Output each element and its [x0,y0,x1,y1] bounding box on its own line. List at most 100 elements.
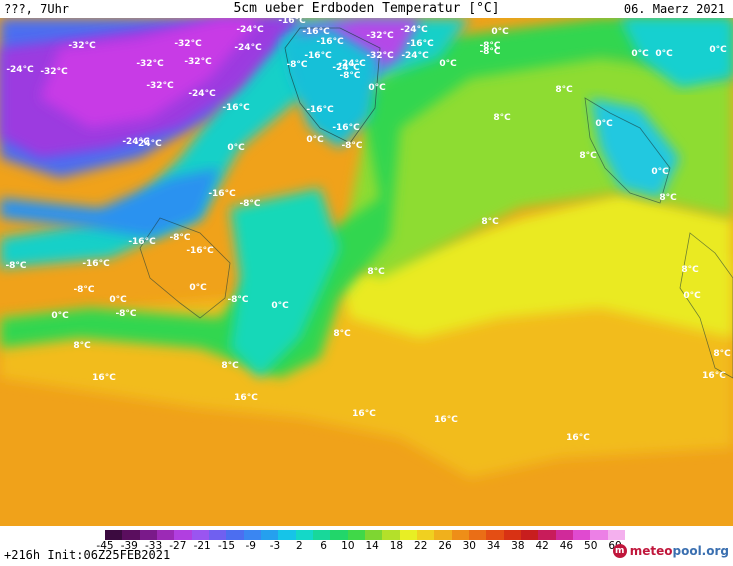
isotherm-label: -16°C [186,246,214,256]
field-magenta [40,18,260,128]
legend-swatch [330,530,348,540]
legend-swatch [295,530,313,540]
legend-swatch [174,530,192,540]
isotherm-label: 0°C [306,135,324,145]
isotherm-label: -8°C [341,141,362,151]
legend-swatch [399,530,417,540]
legend-swatch [434,530,452,540]
legend-swatch [486,530,504,540]
legend-tick: 10 [341,540,355,552]
brand-text: meteopool.org [629,544,729,558]
legend-swatch [208,530,227,540]
isotherm-label: 0°C [227,143,245,153]
legend-swatch [572,530,591,540]
field-teal-inland [230,188,340,378]
isotherm-label: 8°C [221,361,239,371]
coastline-labrador [139,217,231,319]
isotherm-label: 0°C [491,27,509,37]
isotherm-label: -32°C [366,31,394,41]
isotherm-label: 0°C [683,291,701,301]
isotherm-label: 0°C [271,301,289,311]
legend-swatch [451,530,469,540]
isotherm-label: -8°C [169,233,190,243]
legend-tick: 50 [584,540,598,552]
isotherm-label: 0°C [439,59,457,69]
legend-tick: -21 [193,540,211,552]
isotherm-label: -8°C [239,199,260,209]
legend-tick: -3 [269,540,281,552]
isotherm-label: 0°C [595,119,613,129]
isotherm-label: -24°C [400,25,428,35]
coastline-greenland [284,27,381,144]
isotherm-label: -8°C [5,261,26,271]
legend-swatch [226,530,244,540]
field-light-green [340,48,733,278]
isotherm-label: -8°C [479,41,500,51]
isotherm-label: -32°C [184,57,212,67]
isotherm-label: -32°C [174,39,202,49]
isotherm-label: -32°C [136,59,164,69]
isotherm-label: 16°C [434,415,458,425]
brand-logo[interactable]: m meteopool.org [612,544,729,558]
legend-tick: 18 [389,540,404,552]
legend-tick: 42 [535,540,549,552]
isotherm-label: 8°C [555,85,573,95]
legend-tick-labels: -45 -39 -33 -27 -21 -15 -9 -3 2 6 10 14 18 22 26 30 34 38… [96,540,625,554]
isotherm-label: 8°C [713,349,731,359]
isotherm-label: -32°C [146,81,174,91]
legend-swatch [243,530,261,540]
isotherm-label: 0°C [655,49,673,59]
isotherm-label: 8°C [73,341,91,351]
isotherm-label: -16°C [406,39,434,49]
legend-swatch [555,530,573,540]
isotherm-label: -16°C [306,105,334,115]
isotherm-label: -24°C [338,59,366,69]
isotherm-label: -16°C [332,123,360,133]
isotherm-label: 16°C [234,393,258,403]
field-greenland [280,28,380,148]
legend-swatch [382,530,400,540]
forecast-date: 06. Maerz 2021 [623,2,725,16]
field-scandinavia [590,98,680,198]
isotherm-label: 8°C [493,113,511,123]
isotherm-label: 0°C [189,283,207,293]
field-blue-west [0,168,220,238]
isotherm-label: -32°C [68,41,96,51]
isotherm-label: 8°C [333,329,351,339]
isotherm-label: -8°C [115,309,136,319]
isotherm-label: -24°C [332,63,360,73]
field-yellow [340,193,733,338]
legend-tick: 14 [365,540,379,552]
legend-tick: -9 [245,540,256,552]
legend-swatch [156,530,175,540]
isotherm-label: -24°C [6,65,34,75]
isotherm-label: 0°C [651,167,669,177]
isotherm-label: -24°C [134,139,162,149]
isotherm-label: -24°C [188,89,216,99]
isotherm-label: -16°C [222,103,250,113]
isotherm-label: -24°C [236,25,264,35]
isotherm-label: -32°C [366,51,394,61]
temperature-map: -32°C -32°C-24°C-16°C-32°C-24°C-16°C-16°C… [0,18,733,526]
isotherm-label: 8°C [579,151,597,161]
legend-swatch [468,530,487,540]
legend-swatch [105,530,123,540]
legend-color-bar [105,530,625,540]
isotherm-label: 16°C [702,371,726,381]
field-northeast [620,18,733,88]
meteopool-icon: m [612,544,627,558]
isotherm-label: 8°C [659,193,677,203]
legend-tick: 26 [438,540,452,552]
legend-swatch [503,530,521,540]
legend-swatch [312,530,331,540]
legend-tick: 2 [295,540,303,552]
legend-tick: 46 [559,540,574,552]
map-title: 5cm ueber Erdboden Temperatur [°C] [233,1,500,16]
legend-tick: 30 [462,540,476,552]
legend-tick: 34 [486,540,501,552]
map-labels: -32°C -32°C-24°C-16°C-32°C-24°C-16°C-16°C… [5,18,731,443]
isotherm-label: 8°C [481,217,499,227]
isotherm-label: -16°C [278,18,306,26]
legend-swatch [364,530,383,540]
isotherm-label: -8°C [227,295,248,305]
